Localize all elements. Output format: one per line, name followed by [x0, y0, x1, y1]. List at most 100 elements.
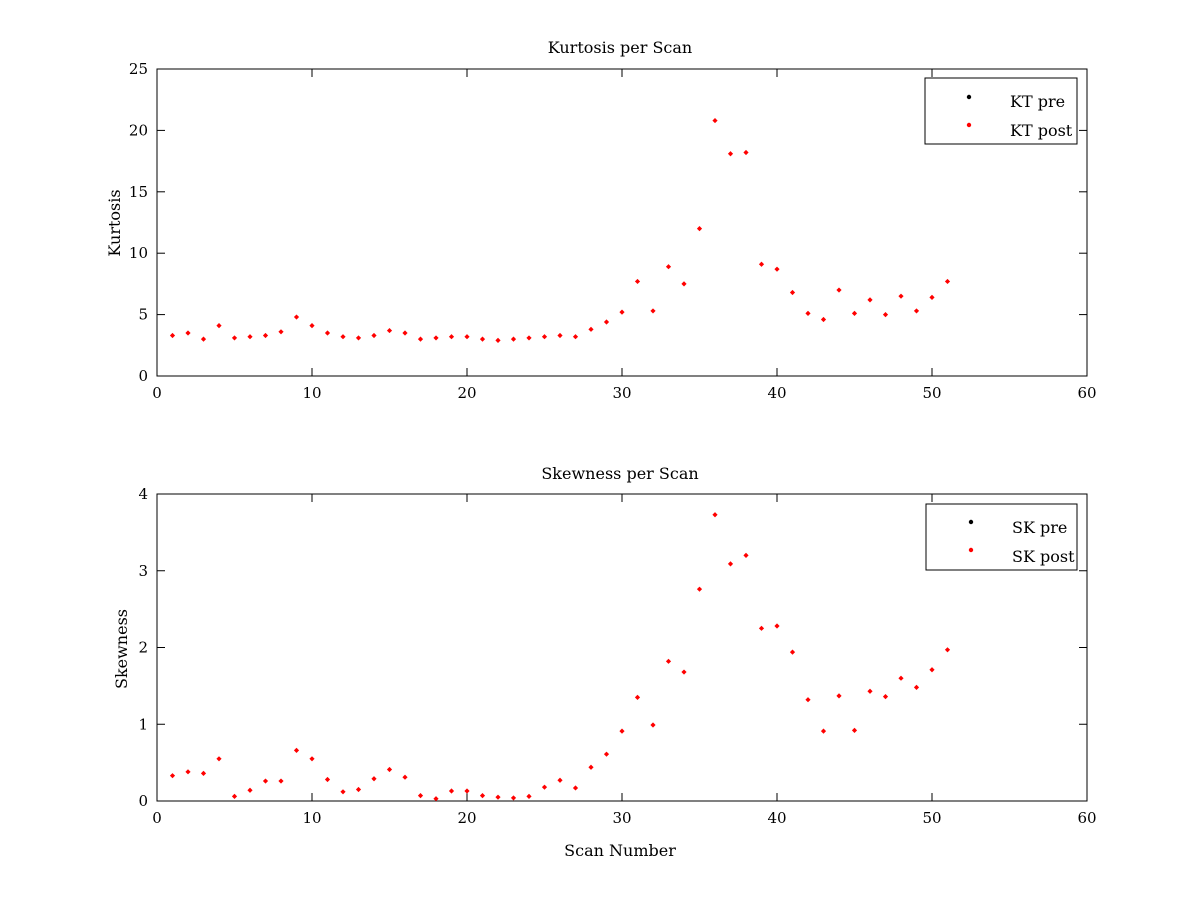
- kurtosis-point-kt-post: [789, 289, 796, 296]
- kurtosis-point-kt-post: [913, 308, 920, 314]
- skewness-point-sk-post: [820, 728, 827, 734]
- legend-label-kt-post: KT post: [1010, 121, 1073, 140]
- kurtosis-point-kt-post: [479, 336, 486, 342]
- kurtosis-point-kt-post: [417, 336, 424, 342]
- skewness-x-ticks: 0 10 20 30 40 50 60: [152, 494, 1097, 827]
- kurtosis-legend-box: [924, 77, 1078, 145]
- skewness-points: [169, 512, 951, 802]
- kurtosis-point-kt-post: [402, 330, 408, 336]
- kurtosis-point-kt-post: [727, 151, 734, 157]
- kurtosis-point-kt-post: [200, 336, 207, 342]
- skewness-point-sk-post: [867, 688, 873, 694]
- skewness-point-sk-post: [526, 793, 532, 799]
- kurtosis-point-kt-post: [882, 312, 889, 318]
- skewness-point-sk-post: [293, 747, 300, 753]
- skewness-point-sk-post: [572, 785, 579, 791]
- legend-label-kt-pre: KT pre: [1010, 92, 1065, 111]
- skewness-point-sk-post: [696, 586, 703, 592]
- skewness-point-sk-post: [541, 784, 548, 790]
- skewness-point-sk-post: [309, 756, 315, 762]
- skewness-point-sk-post: [913, 684, 920, 691]
- legend-label-sk-pre: SK pre: [1012, 518, 1067, 537]
- skewness-point-sk-post: [386, 766, 393, 773]
- kurtosis-point-kt-post: [712, 117, 718, 124]
- kurtosis-x-tick-label: 60: [1077, 384, 1096, 402]
- skewness-y-ticks: 0 1 2 3 4: [138, 485, 1087, 810]
- skewness-x-tick-label: 60: [1077, 809, 1096, 827]
- skewness-x-tick-label: 20: [457, 809, 476, 827]
- kurtosis-point-kt-post: [495, 337, 501, 343]
- skewness-point-sk-post: [758, 625, 765, 631]
- skewness-point-sk-post: [805, 697, 811, 703]
- kurtosis-x-ticks: 0 10 20 30 40 50 60: [152, 69, 1097, 402]
- kurtosis-point-kt-post: [526, 335, 532, 341]
- kurtosis-y-axis-label: Kurtosis: [105, 189, 124, 256]
- kurtosis-point-kt-post: [247, 334, 253, 340]
- skewness-point-sk-post: [417, 793, 424, 799]
- skewness-point-sk-post: [727, 561, 734, 567]
- skewness-point-sk-post: [882, 694, 889, 700]
- skewness-point-sk-post: [262, 778, 269, 784]
- skewness-point-sk-post: [495, 794, 501, 800]
- kurtosis-point-kt-post: [665, 264, 672, 270]
- kurtosis-point-kt-post: [634, 278, 641, 285]
- skewness-y-tick-label: 2: [138, 639, 148, 657]
- kurtosis-y-tick-label: 0: [138, 367, 148, 385]
- kurtosis-point-kt-post: [867, 297, 873, 303]
- skewness-point-sk-post: [185, 769, 191, 775]
- kurtosis-legend: KT pre KT post: [924, 77, 1078, 145]
- kurtosis-point-kt-post: [371, 332, 377, 339]
- skewness-point-sk-post: [510, 795, 517, 801]
- skewness-point-sk-post: [681, 669, 687, 675]
- legend-marker-sk-pre: [968, 519, 974, 525]
- kurtosis-point-kt-post: [743, 149, 749, 156]
- kurtosis-x-tick-label: 40: [767, 384, 786, 402]
- skewness-point-sk-post: [402, 774, 408, 780]
- kurtosis-y-tick-label: 15: [129, 183, 148, 201]
- skewness-point-sk-post: [557, 777, 563, 783]
- skewness-point-sk-post: [479, 793, 486, 799]
- kurtosis-x-tick-label: 30: [612, 384, 631, 402]
- skewness-point-sk-post: [743, 552, 749, 558]
- kurtosis-point-kt-post: [231, 335, 238, 341]
- kurtosis-point-kt-post: [650, 308, 656, 314]
- skewness-point-sk-post: [433, 796, 439, 802]
- skewness-x-tick-label: 10: [302, 809, 321, 827]
- kurtosis-point-kt-post: [278, 329, 284, 335]
- kurtosis-y-ticks: 0 5 10 15 20 25: [129, 60, 1087, 385]
- kurtosis-y-tick-label: 25: [129, 60, 148, 78]
- kurtosis-y-tick-label: 5: [138, 306, 148, 324]
- kurtosis-x-tick-label: 0: [152, 384, 162, 402]
- kurtosis-point-kt-post: [774, 266, 780, 272]
- kurtosis-point-kt-post: [169, 332, 176, 339]
- kurtosis-point-kt-post: [929, 294, 935, 301]
- kurtosis-point-kt-post: [340, 334, 346, 340]
- skewness-x-tick-label: 50: [922, 809, 941, 827]
- kurtosis-point-kt-post: [681, 281, 687, 287]
- skewness-point-sk-post: [448, 788, 455, 794]
- skewness-point-sk-post: [464, 788, 470, 794]
- kurtosis-point-kt-post: [464, 334, 470, 340]
- kurtosis-point-kt-post: [696, 226, 703, 232]
- skewness-x-tick-label: 30: [612, 809, 631, 827]
- kurtosis-point-kt-post: [262, 332, 269, 339]
- skewness-y-axis-label: Skewness: [112, 609, 131, 689]
- skewness-y-tick-label: 1: [138, 715, 148, 733]
- kurtosis-point-kt-post: [309, 323, 315, 329]
- kurtosis-point-kt-post: [588, 326, 594, 332]
- kurtosis-point-kt-post: [386, 327, 393, 334]
- skewness-x-tick-label: 40: [767, 809, 786, 827]
- skewness-x-tick-label: 0: [152, 809, 162, 827]
- legend-marker-kt-pre: [966, 94, 972, 100]
- kurtosis-point-kt-post: [820, 316, 827, 323]
- kurtosis-point-kt-post: [572, 334, 579, 340]
- skewness-point-sk-post: [774, 623, 780, 629]
- skewness-point-sk-post: [789, 649, 796, 655]
- kurtosis-chart: Kurtosis per Scan Kurtosis 0 10 20 30 40 50 60…: [105, 38, 1097, 402]
- kurtosis-point-kt-post: [805, 310, 811, 316]
- skewness-point-sk-post: [650, 722, 656, 728]
- legend-label-sk-post: SK post: [1012, 547, 1075, 566]
- skewness-legend: SK pre SK post: [925, 503, 1078, 571]
- skewness-point-sk-post: [851, 727, 858, 733]
